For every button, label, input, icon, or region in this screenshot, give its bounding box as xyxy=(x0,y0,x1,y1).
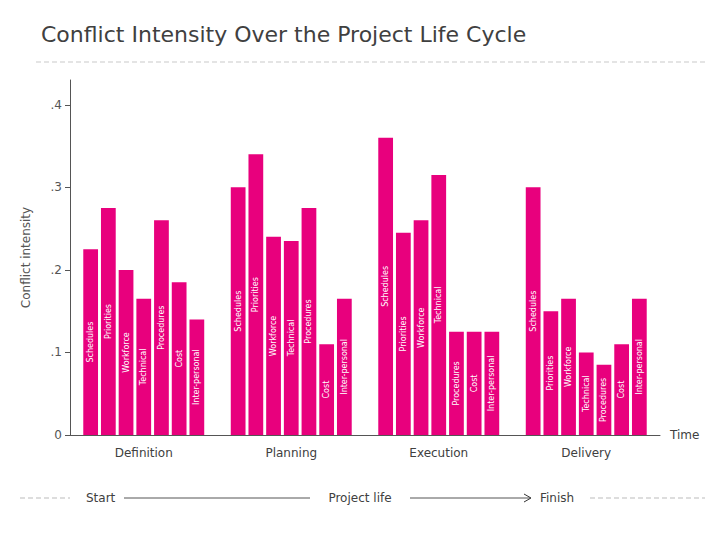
svg-text:Procedures: Procedures xyxy=(599,378,608,422)
svg-text:Project life: Project life xyxy=(328,491,391,505)
svg-text:Definition: Definition xyxy=(115,446,173,460)
svg-text:Inter-personal: Inter-personal xyxy=(487,356,496,412)
svg-text:Priorities: Priorities xyxy=(251,277,260,312)
svg-text:Inter-personal: Inter-personal xyxy=(340,339,349,395)
svg-text:Procedures: Procedures xyxy=(304,299,313,343)
svg-text:.3: .3 xyxy=(51,180,62,194)
svg-text:Schedules: Schedules xyxy=(86,322,95,363)
svg-text:Schedules: Schedules xyxy=(529,291,538,332)
svg-text:Technical: Technical xyxy=(287,320,296,358)
svg-text:Technical: Technical xyxy=(139,349,148,387)
svg-text:.4: .4 xyxy=(51,98,62,112)
svg-text:Schedules: Schedules xyxy=(381,266,390,307)
svg-text:Execution: Execution xyxy=(409,446,468,460)
svg-text:0: 0 xyxy=(54,428,62,442)
svg-text:Procedures: Procedures xyxy=(452,361,461,405)
svg-text:Workforce: Workforce xyxy=(564,347,573,387)
svg-text:Planning: Planning xyxy=(265,446,317,460)
svg-text:Priorities: Priorities xyxy=(546,356,555,391)
svg-text:Inter-personal: Inter-personal xyxy=(635,339,644,395)
svg-text:Conflict Intensity Over the Pr: Conflict Intensity Over the Project Life… xyxy=(41,22,526,47)
svg-text:Procedures: Procedures xyxy=(157,305,166,349)
svg-text:Priorities: Priorities xyxy=(399,316,408,351)
svg-text:Delivery: Delivery xyxy=(561,446,611,460)
svg-text:.1: .1 xyxy=(51,345,62,359)
svg-text:Cost: Cost xyxy=(175,350,184,368)
svg-text:.2: .2 xyxy=(51,263,62,277)
svg-text:Finish: Finish xyxy=(540,491,574,505)
svg-text:Workforce: Workforce xyxy=(417,307,426,347)
svg-text:Workforce: Workforce xyxy=(269,316,278,356)
svg-text:Cost: Cost xyxy=(322,381,331,399)
svg-text:Cost: Cost xyxy=(617,381,626,399)
svg-text:Technical: Technical xyxy=(582,375,591,413)
svg-text:Schedules: Schedules xyxy=(234,291,243,332)
svg-text:Start: Start xyxy=(86,491,116,505)
svg-text:Inter-personal: Inter-personal xyxy=(192,349,201,405)
svg-text:Technical: Technical xyxy=(434,287,443,325)
svg-text:Conflict intensity: Conflict intensity xyxy=(19,207,33,308)
svg-text:Time: Time xyxy=(669,428,699,442)
svg-text:Workforce: Workforce xyxy=(122,332,131,372)
svg-text:Cost: Cost xyxy=(470,375,479,393)
svg-text:Priorities: Priorities xyxy=(104,304,113,339)
